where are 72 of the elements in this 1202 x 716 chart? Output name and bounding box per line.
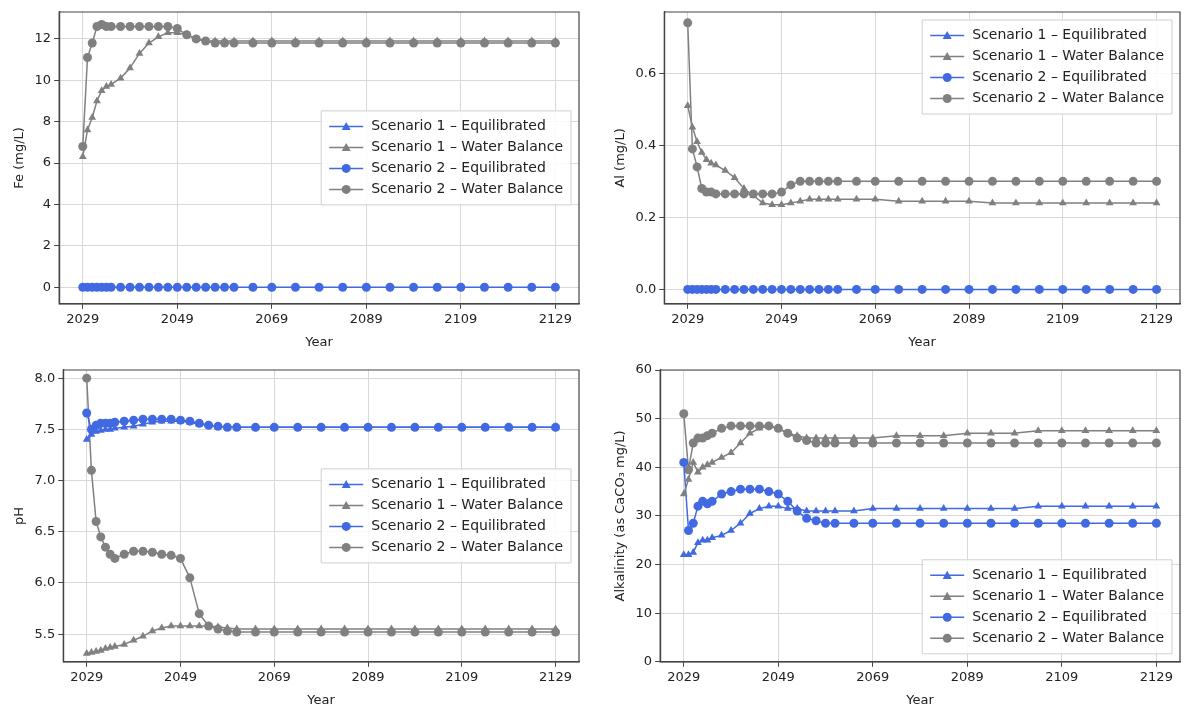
legend-label: Scenario 1 – Equilibrated — [371, 117, 546, 134]
x-tick-label: 2029 — [66, 310, 100, 326]
x-tick-label: 2089 — [351, 668, 385, 684]
x-tick-label: 2129 — [1139, 668, 1173, 684]
x-tick-label: 2089 — [952, 310, 986, 326]
y-tick-label: 60 — [635, 361, 653, 377]
y-tick-label: 10 — [34, 71, 52, 87]
x-tick-label: 2129 — [1140, 310, 1174, 326]
x-tick-label: 2109 — [445, 668, 479, 684]
x-tick-label: 2049 — [163, 668, 198, 684]
x-tick-label: 2029 — [671, 310, 705, 326]
x-tick-label: 2109 — [444, 310, 478, 326]
x-tick-label: 2109 — [1046, 310, 1080, 326]
x-axis-title: Year — [907, 333, 937, 349]
x-tick-label: 2109 — [1045, 668, 1079, 684]
y-tick-label: 5.5 — [34, 625, 56, 641]
x-axis-title: Year — [905, 691, 935, 707]
legend-label: Scenario 1 – Equilibrated — [972, 565, 1147, 582]
y-tick-label: 0.2 — [635, 208, 657, 224]
x-tick-label: 2069 — [257, 668, 291, 684]
y-tick-label: 0.0 — [635, 280, 657, 296]
y-tick-label: 2 — [42, 237, 52, 253]
y-tick-label: 0 — [643, 653, 653, 669]
x-tick-label: 2069 — [858, 310, 892, 326]
x-tick-label: 2129 — [539, 668, 573, 684]
legend-label: Scenario 1 – Water Balance — [972, 586, 1165, 603]
x-tick-label: 2089 — [950, 668, 984, 684]
legend-label: Scenario 1 – Water Balance — [972, 47, 1165, 64]
legend-label: Scenario 2 – Equilibrated — [972, 68, 1147, 85]
legend-label: Scenario 1 – Water Balance — [371, 496, 564, 513]
x-tick-label: 2029 — [667, 668, 701, 684]
y-tick-label: 20 — [635, 555, 653, 571]
x-tick-label: 2049 — [160, 310, 194, 326]
y-tick-label: 0.4 — [635, 136, 657, 152]
y-axis-title: Fe (mg/L) — [11, 127, 27, 189]
x-tick-label: 2129 — [538, 310, 572, 326]
x-tick-label: 2069 — [255, 310, 289, 326]
y-tick-label: 30 — [635, 507, 653, 523]
y-tick-label: 8.0 — [34, 369, 56, 385]
legend-label: Scenario 1 – Equilibrated — [972, 26, 1147, 43]
legend-label: Scenario 2 – Water Balance — [972, 89, 1165, 106]
legend-label: Scenario 2 – Water Balance — [371, 180, 564, 197]
x-tick-label: 2029 — [70, 668, 104, 684]
legend-label: Scenario 2 – Equilibrated — [972, 607, 1147, 624]
x-tick-label: 2069 — [856, 668, 890, 684]
y-axis-title: Alkalinity (as CaCO₃ mg/L) — [612, 430, 628, 602]
legend-label: Scenario 1 – Equilibrated — [371, 475, 546, 492]
legend-label: Scenario 2 – Equilibrated — [371, 159, 546, 176]
legend-label: Scenario 2 – Water Balance — [371, 538, 564, 555]
y-tick-label: 0.6 — [635, 64, 657, 80]
legend-label: Scenario 2 – Equilibrated — [371, 517, 546, 534]
x-tick-label: 2049 — [761, 668, 795, 684]
y-axis-title: Al (mg/L) — [612, 128, 628, 188]
y-tick-label: 4 — [42, 195, 52, 211]
x-tick-label: 2049 — [764, 310, 799, 326]
y-tick-label: 6.5 — [34, 523, 56, 539]
x-axis-title: Year — [306, 691, 336, 707]
y-tick-label: 6 — [42, 154, 52, 170]
y-tick-label: 6.0 — [34, 574, 56, 590]
y-tick-label: 0 — [42, 278, 52, 294]
y-tick-label: 12 — [34, 30, 52, 46]
legend-label: Scenario 2 – Water Balance — [972, 628, 1165, 645]
x-axis-title: Year — [304, 333, 334, 349]
y-tick-label: 10 — [635, 604, 653, 620]
y-tick-label: 7.0 — [34, 471, 56, 487]
y-axis-title: pH — [11, 506, 27, 525]
y-tick-label: 50 — [635, 410, 653, 426]
y-tick-label: 8 — [42, 113, 52, 129]
y-tick-label: 40 — [635, 458, 653, 474]
x-tick-label: 2089 — [349, 310, 383, 326]
y-tick-label: 7.5 — [34, 420, 56, 436]
legend-label: Scenario 1 – Water Balance — [371, 138, 564, 155]
